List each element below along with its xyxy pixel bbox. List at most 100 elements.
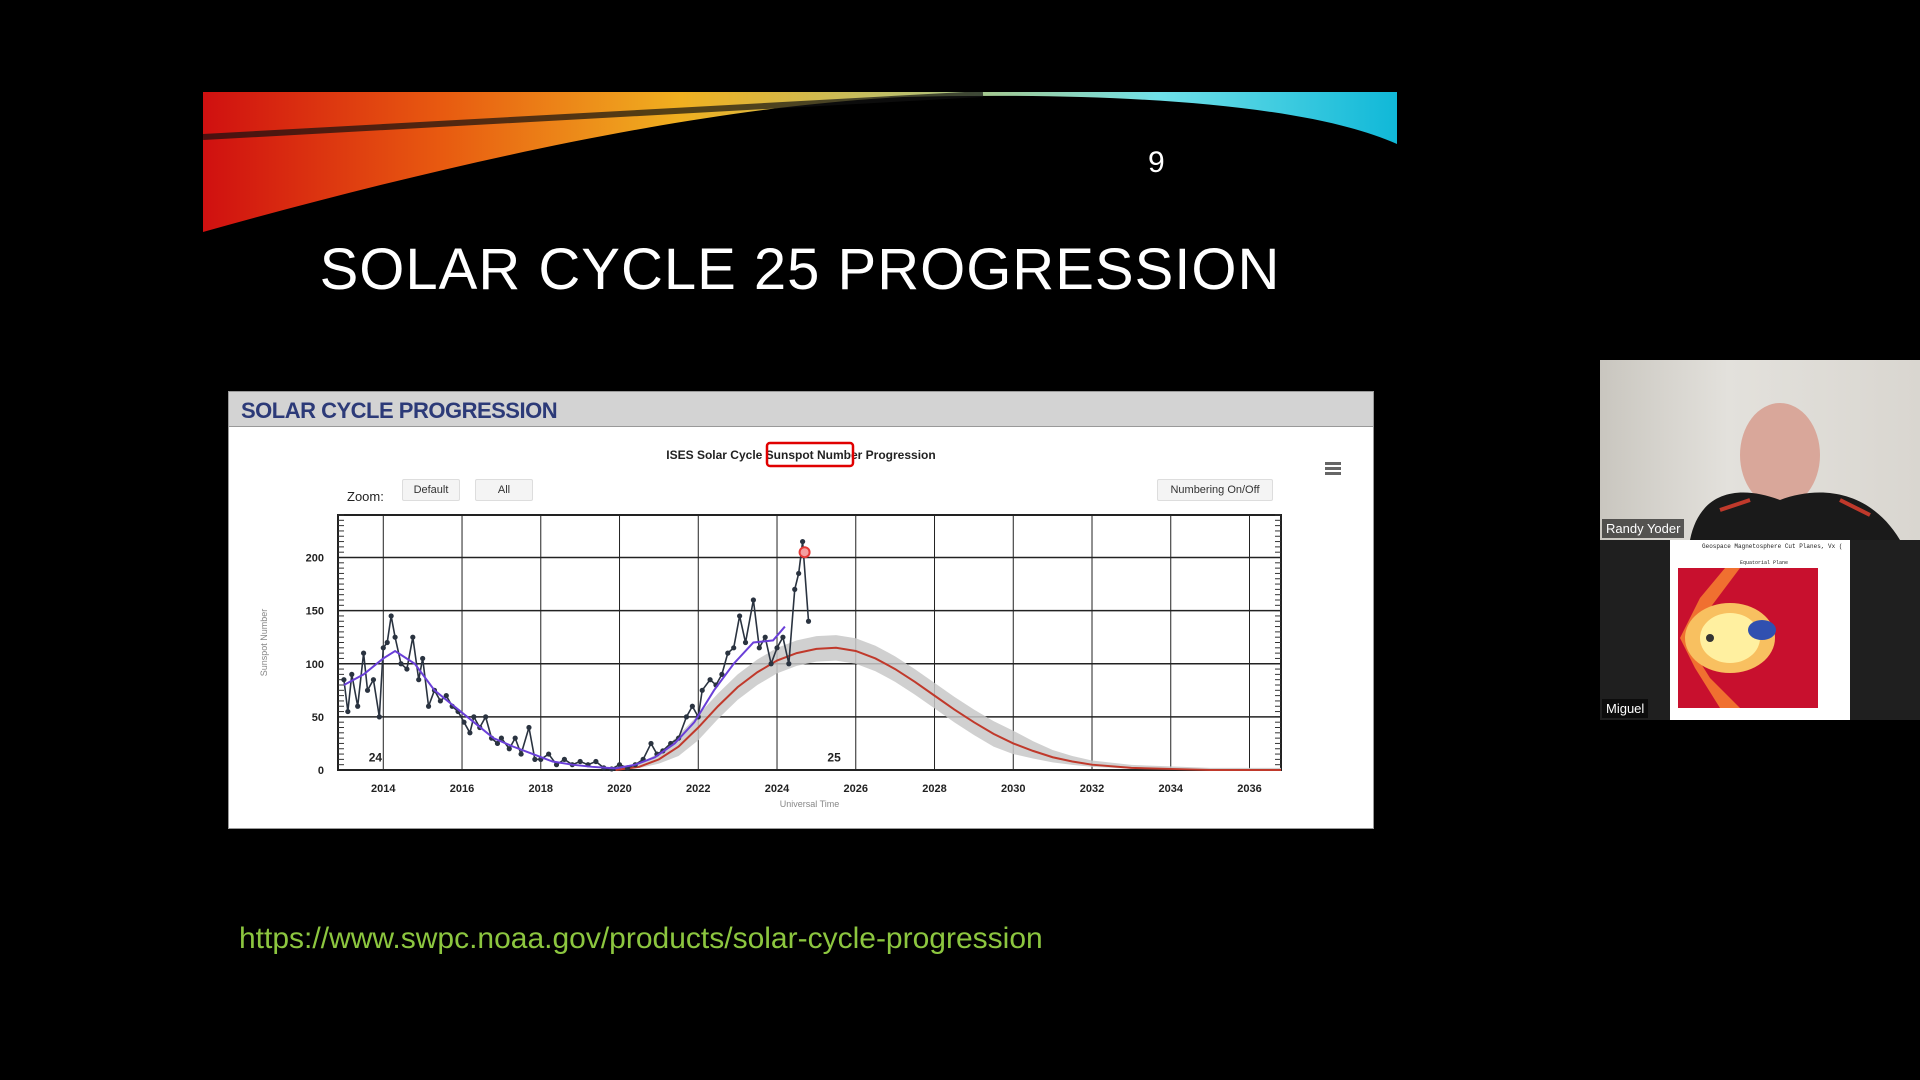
slide-title: SOLAR CYCLE 25 PROGRESSION xyxy=(319,237,1281,302)
observed-point xyxy=(388,613,394,619)
observed-point xyxy=(437,698,443,704)
observed-point xyxy=(376,714,382,720)
zoom-label: Zoom: xyxy=(347,489,384,504)
chart-title-part: Sunspot Number xyxy=(766,448,863,462)
video-tile-randy[interactable]: Randy Yoder xyxy=(1600,360,1920,540)
slide-banner xyxy=(203,92,1397,232)
observed-point xyxy=(526,724,532,731)
y-tick-label: 100 xyxy=(306,659,324,671)
observed-point xyxy=(404,666,410,672)
observed-point xyxy=(355,703,361,709)
x-tick-label: 2026 xyxy=(844,783,868,795)
chart-title-part: ISES Solar Cycle xyxy=(666,448,765,462)
observed-point xyxy=(719,671,725,677)
observed-point xyxy=(512,735,518,741)
observed-point xyxy=(364,687,371,693)
x-tick-label: 2018 xyxy=(529,783,553,795)
observed-point xyxy=(546,751,552,757)
x-tick-label: 2030 xyxy=(1001,783,1025,795)
numbering-toggle-button[interactable]: Numbering On/Off xyxy=(1157,479,1273,501)
observed-point xyxy=(648,740,654,747)
source-url-link[interactable]: https://www.swpc.noaa.gov/products/solar… xyxy=(239,922,1043,955)
observed-point xyxy=(780,634,786,640)
x-tick-label: 2034 xyxy=(1159,783,1184,795)
smoothed-line xyxy=(343,625,786,770)
shared-screen: Geospace Magnetosphere Cut Planes, Vx ( … xyxy=(1670,540,1850,720)
solar-cycle-panel: SOLAR CYCLE PROGRESSION ISES Solar Cycle… xyxy=(228,391,1374,829)
panel-header: SOLAR CYCLE PROGRESSION xyxy=(229,392,1373,427)
participant-video xyxy=(1690,403,1900,540)
observed-point xyxy=(750,597,756,603)
hamburger-menu-icon[interactable] xyxy=(1325,460,1341,477)
observed-point xyxy=(420,655,426,662)
magnetosphere-plot xyxy=(1678,568,1818,708)
observed-point xyxy=(370,677,377,683)
cycle-label: 24 xyxy=(369,751,383,765)
prediction-band xyxy=(615,635,1281,770)
shared-title: Geospace Magnetosphere Cut Planes, Vx ( xyxy=(1702,543,1843,550)
observed-point xyxy=(683,714,690,720)
y-tick-label: 50 xyxy=(312,712,324,724)
observed-point xyxy=(518,751,524,757)
observed-point xyxy=(341,677,347,683)
observed-point xyxy=(425,703,432,709)
observed-point xyxy=(380,645,386,651)
observed-point xyxy=(467,730,473,736)
observed-point xyxy=(768,661,774,667)
x-axis-label: Universal Time xyxy=(780,799,840,809)
x-tick-label: 2024 xyxy=(765,783,790,795)
observed-point xyxy=(345,708,351,715)
x-tick-label: 2022 xyxy=(686,783,710,795)
observed-point xyxy=(392,634,398,640)
observed-point xyxy=(553,762,560,768)
chart-title-part: Progression xyxy=(862,448,935,462)
observed-point xyxy=(483,714,489,720)
observed-point xyxy=(805,618,812,624)
x-tick-label: 2016 xyxy=(450,783,474,795)
chart-title: ISES Solar Cycle Sunspot Number Progress… xyxy=(666,448,935,462)
observed-point xyxy=(532,756,538,762)
zoom-all-button[interactable]: All xyxy=(475,479,533,501)
participant-name: Randy Yoder xyxy=(1602,519,1685,538)
observed-point xyxy=(360,650,367,656)
observed-point xyxy=(443,693,449,699)
participant-name: Miguel xyxy=(1602,699,1649,718)
x-tick-label: 2028 xyxy=(922,783,946,795)
video-tile-miguel[interactable]: Geospace Magnetosphere Cut Planes, Vx ( … xyxy=(1600,540,1920,720)
x-tick-label: 2020 xyxy=(607,783,631,795)
observed-point xyxy=(506,746,512,752)
y-tick-label: 150 xyxy=(306,606,324,618)
cycle-label: 25 xyxy=(827,751,841,765)
observed-point xyxy=(349,671,355,677)
observed-point xyxy=(796,570,802,577)
observed-point xyxy=(498,735,505,741)
y-tick-label: 0 xyxy=(318,765,324,777)
observed-point xyxy=(410,634,416,640)
observed-point xyxy=(756,645,762,651)
observed-point xyxy=(384,639,390,646)
observed-point xyxy=(774,645,780,651)
observed-point xyxy=(494,740,501,747)
x-tick-label: 2032 xyxy=(1080,783,1104,795)
title-highlight-box xyxy=(765,441,855,468)
observed-point xyxy=(561,756,567,762)
observed-point xyxy=(731,645,737,651)
y-tick-label: 200 xyxy=(306,553,324,565)
observed-point xyxy=(786,661,792,667)
observed-point xyxy=(707,677,713,683)
observed-point xyxy=(792,586,798,592)
slide-number: 9 xyxy=(1148,146,1165,179)
observed-point xyxy=(398,661,404,667)
observed-point xyxy=(800,538,806,545)
observed-point xyxy=(593,758,599,765)
x-tick-label: 2014 xyxy=(371,783,396,795)
observed-point xyxy=(742,639,749,646)
observed-point xyxy=(699,687,705,693)
observed-point xyxy=(577,758,583,765)
observed-point xyxy=(416,677,422,683)
observed-point xyxy=(689,703,695,709)
predicted-line xyxy=(615,646,1281,771)
panel-title: SOLAR CYCLE PROGRESSION xyxy=(241,398,558,423)
observed-point xyxy=(762,634,768,640)
zoom-default-button[interactable]: Default xyxy=(402,479,460,501)
